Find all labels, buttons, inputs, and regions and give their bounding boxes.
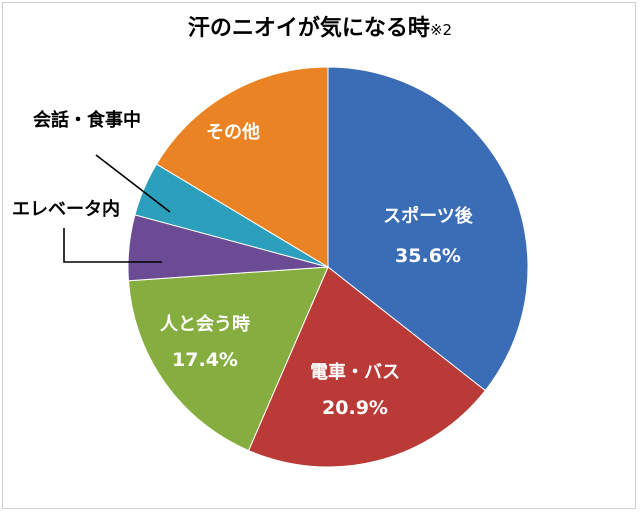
chart-title: 汗のニオイが気になる時※2: [0, 10, 640, 42]
leader-line-conversation-meal: [95, 154, 171, 213]
slice-label-other: その他: [206, 121, 260, 143]
chart-title-note: ※2: [429, 21, 453, 39]
slice-label-meeting-people: 人と会う時: [160, 313, 250, 335]
slice-labels: スポーツ後 35.6% 電車・バス 20.9% 人と会う時 17.4% エレベータ内 会話・食…: [12, 109, 474, 419]
slice-value-sports: 35.6%: [395, 245, 461, 267]
chart-title-text: 汗のニオイが気になる時: [187, 16, 430, 41]
slice-label-elevator: エレベータ内: [12, 198, 120, 220]
leader-lines: [63, 154, 171, 263]
pie-slices: [127, 66, 529, 468]
slice-label-conversation-meal: 会話・食事中: [33, 109, 141, 131]
pie-slice-other: [155, 66, 329, 268]
pie-slice-sports: [327, 66, 529, 392]
leader-line-elevator: [63, 228, 162, 263]
pie-slice-meeting-people: [127, 266, 329, 452]
slice-value-train-bus: 20.9%: [322, 397, 388, 419]
chart-frame: [2, 2, 636, 509]
pie-slice-train-bus: [247, 266, 486, 468]
slice-label-train-bus: 電車・バス: [310, 361, 400, 383]
slice-label-sports: スポーツ後: [383, 205, 474, 227]
slice-value-meeting-people: 17.4%: [172, 349, 238, 371]
